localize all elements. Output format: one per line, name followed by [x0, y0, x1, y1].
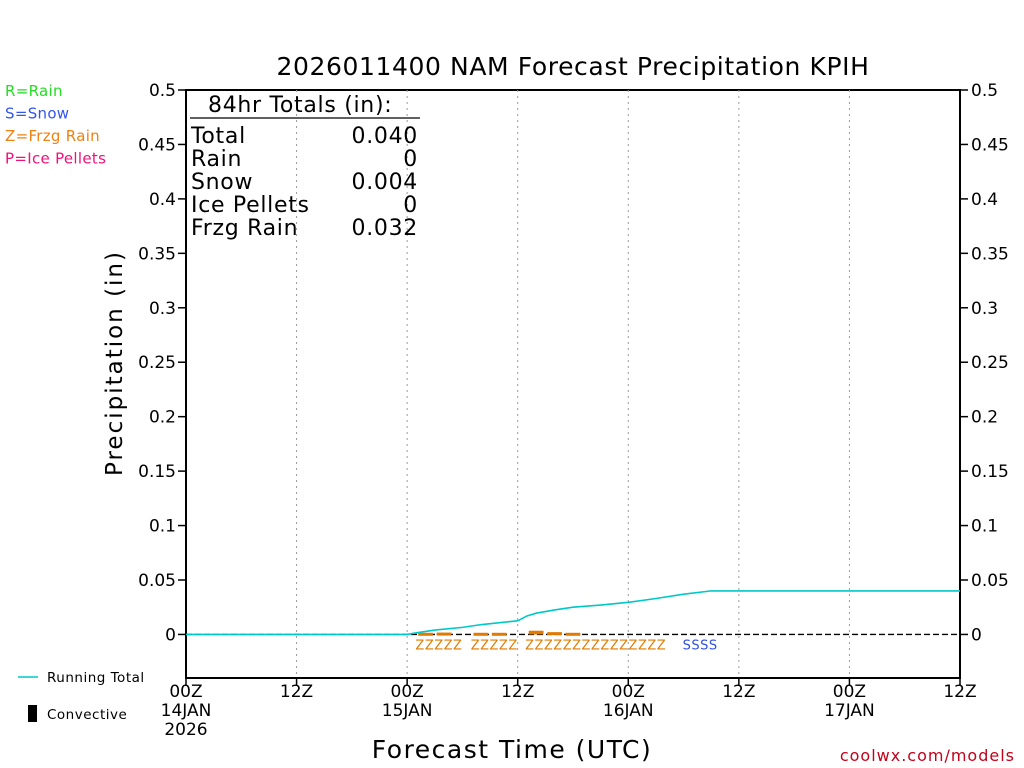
totals-row-label: Rain [191, 147, 242, 172]
y-tick-label-right: 0.1 [971, 517, 998, 537]
convective-bars [418, 630, 581, 636]
convective-bar [528, 630, 544, 635]
totals-row-label: Snow [191, 170, 253, 195]
x-axis-label: Forecast Time (UTC) [372, 735, 652, 764]
y-axis-label: Precipitation (in) [102, 250, 128, 476]
y-tick-label: 0.3 [149, 299, 176, 319]
x-tick-label: 2026 [164, 720, 207, 740]
totals-row-label: Total [190, 124, 246, 149]
precip-type-legend: R=Rain S=Snow Z=Frzg Rain P=Ice Pellets [5, 82, 106, 168]
y-tick-label: 0.1 [149, 517, 176, 537]
convective-bar [491, 632, 507, 636]
precip-type-legend-item: R=Rain [5, 82, 63, 100]
y-tick-label: 0.2 [149, 408, 176, 428]
x-tick-label: 00Z [169, 682, 202, 702]
precip-type-row: ZZZZZ ZZZZZ ZZZZZZZZZZZZZZZ SSSS [415, 638, 717, 653]
convective-bar [565, 632, 581, 636]
precip-type-run: ZZZZZ [415, 638, 462, 653]
precip-type-run: ZZZZZ [471, 638, 518, 653]
totals-box: 84hr Totals (in): Total 0.040 Rain 0 Snow 0.0… [190, 93, 420, 241]
x-tick-label: 00Z [612, 682, 645, 702]
running-total-line [186, 590, 960, 636]
y-tick-label-right: 0 [971, 625, 982, 645]
x-tick-label: 17JAN [824, 701, 875, 721]
running-total-legend-label: Running Total [47, 670, 145, 686]
y-tick-label-right: 0.35 [971, 244, 1009, 264]
y-tick-label: 0.35 [138, 244, 176, 264]
series-legend: Running Total Convective [18, 670, 145, 723]
x-tick-label: 12Z [501, 682, 534, 702]
x-tick-label: 16JAN [603, 701, 654, 721]
x-tick-label: 12Z [722, 682, 755, 702]
convective-swatch [28, 705, 37, 722]
convective-bar [547, 632, 562, 636]
x-tick-label: 12Z [280, 682, 313, 702]
chart-title: 2026011400 NAM Forecast Precipitation KP… [276, 52, 869, 81]
credit-text: coolwx.com/models [840, 746, 1015, 765]
y-tick-label-right: 0.25 [971, 353, 1009, 373]
grid-lines [296, 90, 850, 678]
y-tick-label: 0.15 [138, 462, 176, 482]
x-tick-label: 00Z [833, 682, 866, 702]
precip-type-legend-item: S=Snow [5, 105, 69, 123]
totals-row-value: 0.032 [352, 216, 418, 241]
precip-type-run: SSSS [683, 638, 718, 653]
y-tick-label-right: 0.05 [971, 571, 1009, 591]
y-tick-label: 0.45 [138, 135, 176, 155]
y-axis-left: 0 0.05 0.1 0.15 0.2 0.25 0.3 0.35 0.4 0.45 0.5 [138, 81, 186, 645]
convective-legend-label: Convective [47, 707, 127, 723]
x-tick-label: 12Z [943, 682, 976, 702]
y-tick-label-right: 0.5 [971, 81, 998, 101]
y-tick-label: 0.25 [138, 353, 176, 373]
precip-type-legend-item: P=Ice Pellets [5, 150, 106, 168]
totals-row-value: 0.040 [352, 124, 418, 149]
y-tick-label: 0.5 [149, 81, 176, 101]
y-tick-label-right: 0.3 [971, 299, 998, 319]
totals-heading: 84hr Totals (in): [208, 93, 392, 118]
totals-row-label: Ice Pellets [191, 193, 310, 218]
convective-bar [436, 632, 452, 636]
y-tick-label-right: 0.2 [971, 408, 998, 428]
y-axis-right: 0 0.05 0.1 0.15 0.2 0.25 0.3 0.35 0.4 0.45 0.5 [960, 81, 1009, 645]
plot-area-frame [185, 89, 961, 679]
y-tick-label-right: 0.45 [971, 135, 1009, 155]
x-tick-label: 00Z [391, 682, 424, 702]
totals-row-value: 0.004 [352, 170, 418, 195]
totals-row-value: 0 [403, 193, 418, 218]
y-tick-label: 0.4 [149, 190, 176, 210]
precip-type-run: ZZZZZZZZZZZZZZZ [525, 638, 666, 653]
totals-row-label: Frzg Rain [191, 216, 298, 241]
x-tick-label: 15JAN [382, 701, 433, 721]
convective-bar [418, 632, 433, 636]
totals-row-value: 0 [403, 147, 418, 172]
y-tick-label-right: 0.15 [971, 462, 1009, 482]
precip-type-legend-item: Z=Frzg Rain [5, 127, 100, 145]
y-tick-label-right: 0.4 [971, 190, 998, 210]
y-tick-label: 0 [165, 625, 176, 645]
convective-bar [473, 632, 489, 636]
y-tick-label: 0.05 [138, 571, 176, 591]
x-tick-label: 14JAN [161, 701, 212, 721]
